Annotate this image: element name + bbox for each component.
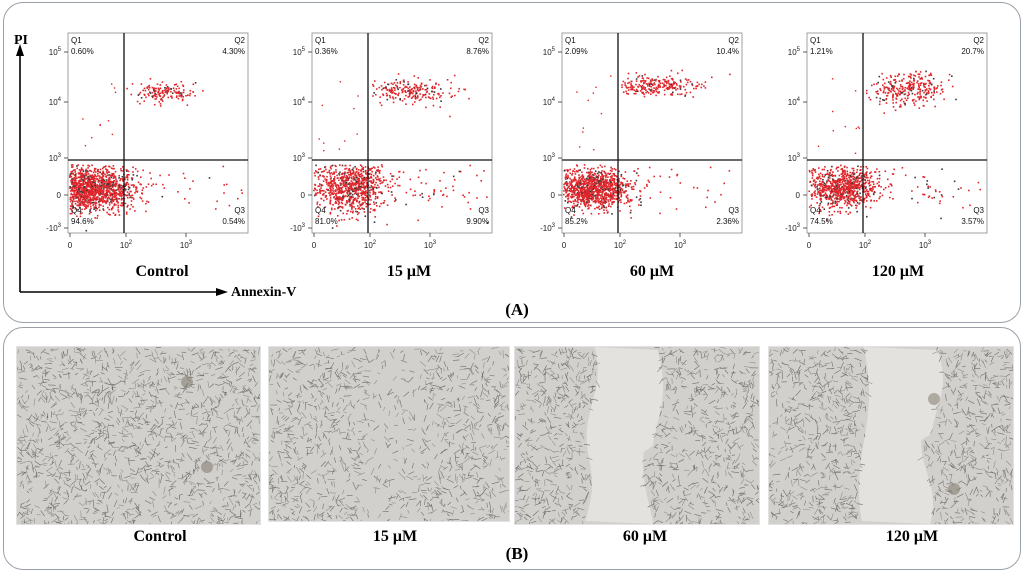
plot-frame: [311, 32, 493, 234]
y-tick-label: -103: [290, 223, 306, 233]
microscopy-image-60um: [514, 346, 760, 525]
quadrant-percent-q2: 8.76%: [466, 47, 489, 56]
quadrant-name-q3: Q3: [478, 206, 489, 215]
quadrant-name-q1: Q1: [565, 36, 576, 45]
x-tick-label: 102: [614, 240, 627, 250]
y-tick-label: 104: [543, 97, 556, 107]
quadrant-percent-q1: 0.36%: [315, 47, 338, 56]
quadrant-name-q3: Q3: [234, 206, 245, 215]
quadrant-percent-q3: 9.90%: [466, 217, 489, 226]
panel-a-label: (A): [505, 300, 529, 319]
quadrant-name-q4: Q4: [565, 206, 576, 215]
quadrant-percent-q1: 2.09%: [565, 47, 588, 56]
dot-cloud: [808, 70, 981, 221]
quadrant-name-q2: Q2: [478, 36, 489, 45]
quadrant-percent-q4: 85.2%: [565, 217, 588, 226]
flow-plot-15um: 105 104 103 0 -103 0 102 103 Q1 0.36% Q2 8.76% Q4 81.…: [290, 32, 493, 250]
y-axis-title-pi: PI: [14, 33, 28, 48]
quadrant-name-q4: Q4: [71, 206, 82, 215]
y-tick-label: 103: [543, 153, 556, 163]
plot-frame: [67, 32, 249, 234]
x-tick-label: 102: [120, 240, 133, 250]
dot-cloud: [313, 73, 489, 229]
quadrant-percent-q2: 20.7%: [961, 47, 984, 56]
x-tick-label: 102: [364, 240, 377, 250]
microscopy-image-15um: [268, 346, 510, 522]
y-tick-label: 103: [293, 153, 306, 163]
y-tick-label: 0: [796, 191, 801, 200]
y-tick-label: -103: [785, 223, 801, 233]
quadrant-name-q2: Q2: [973, 36, 984, 45]
plot-frame: [806, 32, 988, 234]
y-tick-label: 104: [788, 97, 801, 107]
y-tick-label: 105: [543, 47, 556, 57]
quadrant-percent-q4: 94.6%: [71, 217, 94, 226]
x-tick-label: 103: [424, 240, 437, 250]
y-tick-label: 103: [49, 153, 62, 163]
x-axis-title-annexin: Annexin-V: [231, 285, 297, 300]
y-tick-label: 103: [788, 153, 801, 163]
image-label-120um: 120 μM: [885, 528, 939, 545]
flow-plot-120um: 105 104 103 0 -103 0 102 103 Q1 1.21% Q2 20.7% Q4 74.…: [785, 32, 988, 250]
y-tick-label: 105: [788, 47, 801, 57]
x-tick-label: 103: [919, 240, 932, 250]
quadrant-percent-q3: 2.36%: [716, 217, 739, 226]
quadrant-percent-q1: 0.60%: [71, 47, 94, 56]
quadrant-name-q1: Q1: [315, 36, 326, 45]
quadrant-name-q2: Q2: [728, 36, 739, 45]
quadrant-name-q2: Q2: [234, 36, 245, 45]
quadrant-percent-q2: 10.4%: [716, 47, 739, 56]
quadrant-percent-q3: 3.57%: [961, 217, 984, 226]
x-tick-label: 0: [562, 241, 567, 250]
x-tick-label: 103: [674, 240, 687, 250]
y-tick-label: -103: [540, 223, 556, 233]
quadrant-name-q3: Q3: [973, 206, 984, 215]
quadrant-percent-q1: 1.21%: [810, 47, 833, 56]
x-tick-label: 0: [807, 241, 812, 250]
panel-b-label: (B): [505, 544, 529, 563]
dot-cloud: [69, 78, 243, 232]
y-tick-label: 104: [49, 97, 62, 107]
y-tick-label: 105: [293, 47, 306, 57]
flow-label-60um: 60 μM: [629, 263, 675, 280]
flow-label-control: Control: [135, 263, 189, 280]
x-tick-label: 0: [312, 241, 317, 250]
image-label-15um: 15 μM: [372, 528, 418, 545]
flow-label-120um: 120 μM: [871, 263, 925, 280]
dot-cloud: [563, 69, 731, 219]
y-tick-label: -103: [46, 223, 62, 233]
quadrant-name-q3: Q3: [728, 206, 739, 215]
quadrant-percent-q4: 74.5%: [810, 217, 833, 226]
panel-a-flow-cytometry: [3, 2, 1021, 323]
quadrant-percent-q2: 4.30%: [222, 47, 245, 56]
microscopy-image-120um: [768, 346, 1014, 525]
quadrant-percent-q4: 81.0%: [315, 217, 338, 226]
quadrant-name-q4: Q4: [315, 206, 326, 215]
microscopy-image-control: [16, 346, 261, 525]
y-tick-label: 0: [301, 191, 306, 200]
image-label-control: Control: [133, 528, 187, 545]
flow-label-15um: 15 μM: [386, 263, 432, 280]
y-tick-label: 0: [57, 191, 62, 200]
y-tick-label: 0: [551, 191, 556, 200]
x-tick-label: 0: [68, 241, 73, 250]
y-tick-label: 104: [293, 97, 306, 107]
plot-frame: [561, 32, 743, 234]
flow-plot-60um: 105 104 103 0 -103 0 102 103 Q1 2.09% Q2 10.4% Q4 85.…: [540, 32, 743, 250]
x-tick-label: 102: [859, 240, 872, 250]
y-tick-label: 105: [49, 47, 62, 57]
x-tick-label: 103: [180, 240, 193, 250]
quadrant-name-q1: Q1: [71, 36, 82, 45]
flow-plot-control: 105 104 103 0 -103 0 102 103 Q1 0.60% Q2 4.30% Q4 94.…: [46, 32, 249, 250]
quadrant-name-q1: Q1: [810, 36, 821, 45]
quadrant-name-q4: Q4: [810, 206, 821, 215]
quadrant-percent-q3: 0.54%: [222, 217, 245, 226]
image-label-60um: 60 μM: [622, 528, 668, 545]
